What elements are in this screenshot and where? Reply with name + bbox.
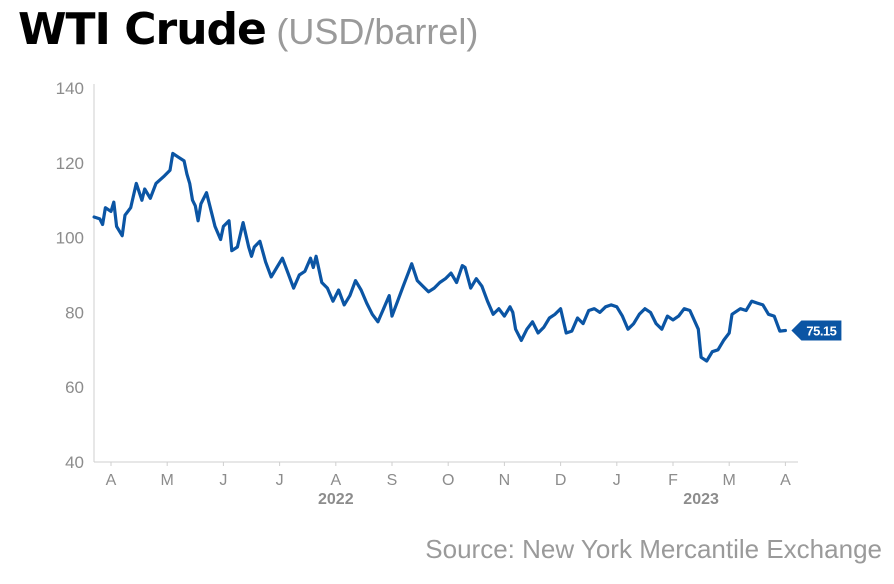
y-tick-label: 60 [65,378,84,397]
y-tick-label: 120 [56,154,84,173]
year-label: 2022 [318,491,354,508]
wti-price-line [92,151,787,363]
last-value-label: 75.15 [806,324,836,339]
x-tick-label: J [613,472,621,489]
x-tick-label: M [161,472,174,489]
x-tick-label: A [330,472,341,489]
x-tick-label: A [780,472,791,489]
chart-title-block: WTI Crude (USD/barrel) [18,4,478,55]
x-tick-label: J [219,472,227,489]
x-tick-label: N [499,472,511,489]
chart-subtitle: (USD/barrel) [276,11,479,52]
x-tick-label: J [276,472,284,489]
last-value-badge [791,320,842,341]
y-tick-label: 100 [56,229,84,248]
y-tick-label: 80 [65,303,84,322]
x-tick-label: S [387,472,398,489]
y-tick-label: 140 [56,79,84,98]
year-label: 2023 [683,491,719,508]
x-tick-label: A [106,472,117,489]
x-tick-label: M [723,472,736,489]
x-tick-label: D [555,472,567,489]
y-tick-label: 40 [65,453,84,472]
source-note: Source: New York Mercantile Exchange [425,534,882,564]
chart-title: WTI Crude [18,4,267,55]
x-tick-label: O [442,472,454,489]
x-tick-label: F [668,472,678,489]
